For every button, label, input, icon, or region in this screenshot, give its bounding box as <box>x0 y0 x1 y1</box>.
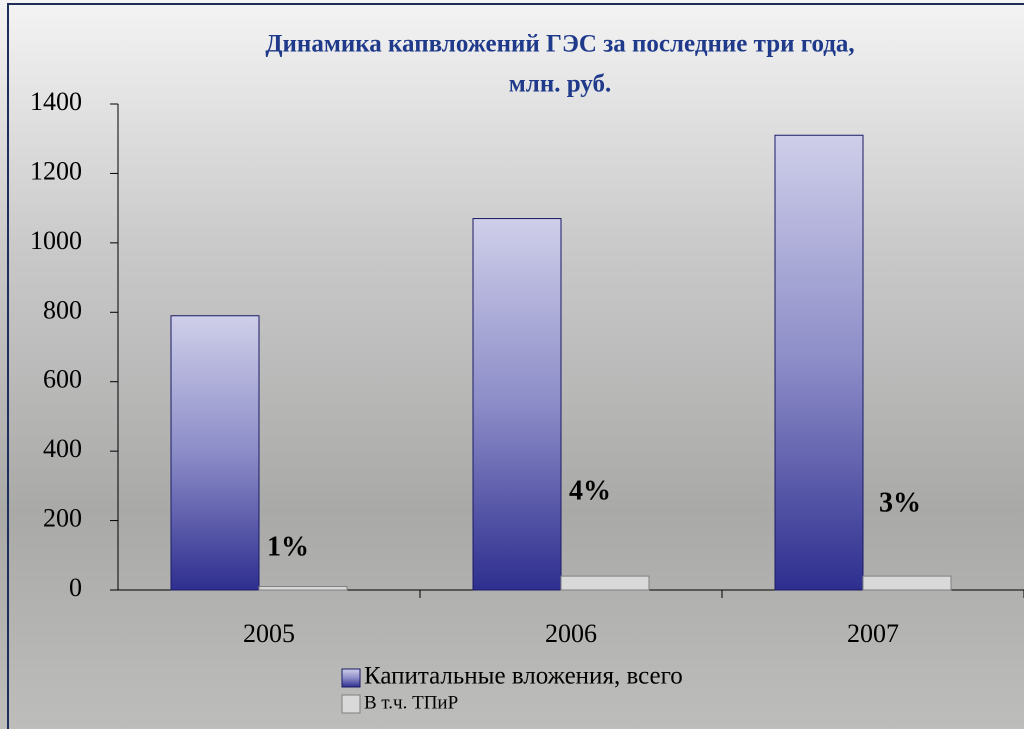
chart-title: Динамика капвложений ГЭС за последние тр… <box>265 31 854 58</box>
legend-label: Капитальные вложения, всего <box>364 663 683 690</box>
x-tick-label: 2007 <box>847 619 899 648</box>
x-tick-label: 2006 <box>545 619 597 648</box>
legend-label: В т.ч. ТПиР <box>364 692 458 713</box>
y-tick-label: 1400 <box>30 87 82 116</box>
annotation: 4% <box>569 475 611 506</box>
legend-swatch <box>342 695 360 713</box>
y-tick-label: 1000 <box>30 226 82 255</box>
chart-title: млн. руб. <box>509 71 611 98</box>
y-tick-label: 200 <box>43 504 82 533</box>
bar <box>561 576 649 590</box>
y-tick-label: 1200 <box>30 156 82 185</box>
y-tick-label: 800 <box>43 295 82 324</box>
y-tick-label: 400 <box>43 434 82 463</box>
bar <box>259 587 347 590</box>
bar <box>863 576 951 590</box>
page: Динамика капвложений ГЭС за последние тр… <box>0 0 1024 729</box>
y-tick-label: 0 <box>69 573 82 602</box>
legend-swatch <box>342 669 360 687</box>
annotation: 3% <box>879 487 921 518</box>
bar <box>473 219 561 590</box>
bar <box>775 135 863 590</box>
annotation: 1% <box>267 531 309 562</box>
bar <box>171 316 259 590</box>
chart: Динамика капвложений ГЭС за последние тр… <box>0 0 1024 729</box>
y-tick-label: 600 <box>43 365 82 394</box>
x-tick-label: 2005 <box>243 619 295 648</box>
